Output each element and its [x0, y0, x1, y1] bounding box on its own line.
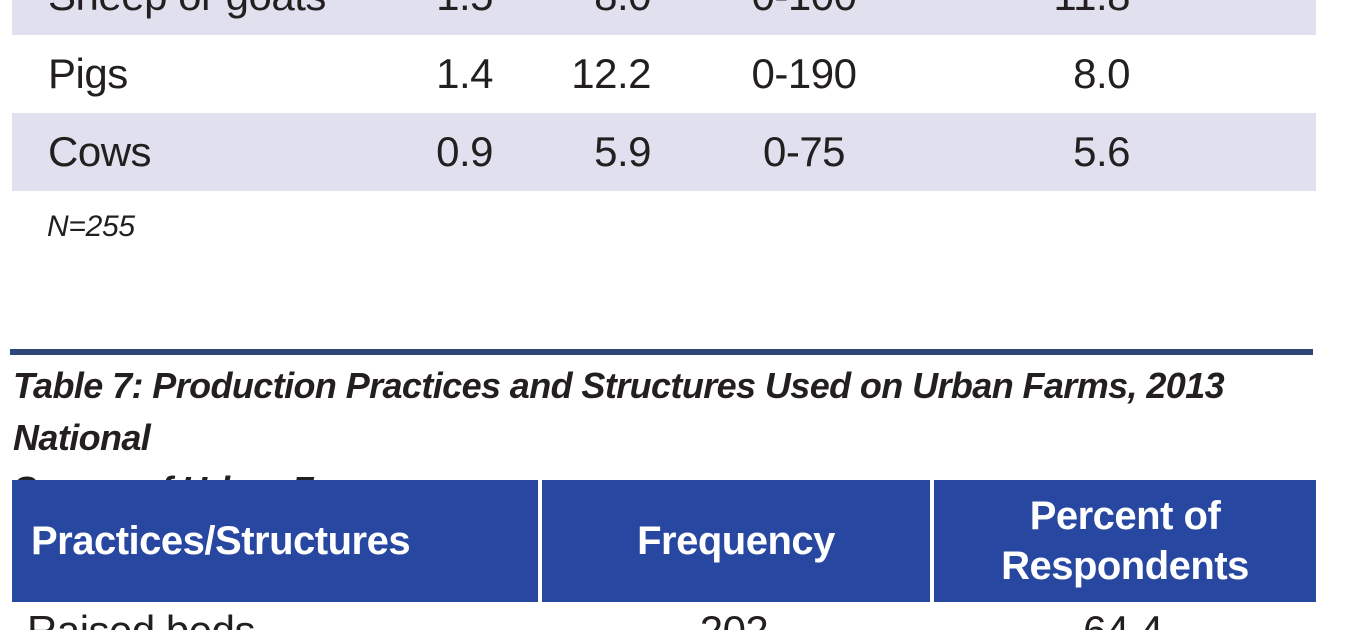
table-row: Raised beds 202 64.4	[12, 602, 1316, 630]
cell-value: 8.0	[594, 0, 651, 35]
cell-value: 0.9	[436, 128, 493, 175]
practices-table: Practices/Structures Frequency Percent o…	[12, 480, 1316, 630]
row-label: Cows	[48, 128, 152, 175]
cell-value: 1.4	[436, 50, 493, 97]
header-cell-frequency: Frequency	[538, 480, 930, 602]
row-label: Sheep or goats	[48, 0, 326, 35]
cell-value: 5.6	[1073, 128, 1130, 175]
sample-size-note: N=255	[47, 210, 135, 243]
cell-value: 5.9	[594, 128, 651, 175]
cell-value: 0-75	[762, 128, 846, 175]
cell-value: 11.8	[1053, 0, 1130, 35]
livestock-table: Sheep or goats 1.5 8.0 0-100 11.8 Pigs 1…	[12, 0, 1316, 191]
cell-practice: Raised beds	[27, 602, 255, 630]
table-row: Cows 0.9 5.9 0-75 5.6	[12, 113, 1316, 191]
table-row: Pigs 1.4 12.2 0-190 8.0	[12, 35, 1316, 113]
cell-value: 1.5	[436, 0, 493, 35]
cell-value: 0-190	[751, 50, 857, 97]
cell-value: 8.0	[1073, 50, 1130, 97]
header-cell-practices: Practices/Structures	[31, 518, 411, 563]
table-row: Sheep or goats 1.5 8.0 0-100 11.8	[12, 0, 1316, 35]
row-label: Pigs	[48, 50, 128, 97]
table7-title-line1: Table 7: Production Practices and Struct…	[13, 365, 1225, 458]
cell-value: 0-100	[752, 0, 857, 35]
section-divider-rule	[10, 349, 1313, 355]
header-cell-percent: Percent of Respondents	[930, 480, 1316, 602]
cell-percent: 64.4	[1083, 602, 1163, 630]
cell-value: 12.2	[571, 50, 651, 97]
practices-table-header: Practices/Structures Frequency Percent o…	[12, 480, 1316, 602]
cell-frequency: 202	[700, 602, 769, 630]
